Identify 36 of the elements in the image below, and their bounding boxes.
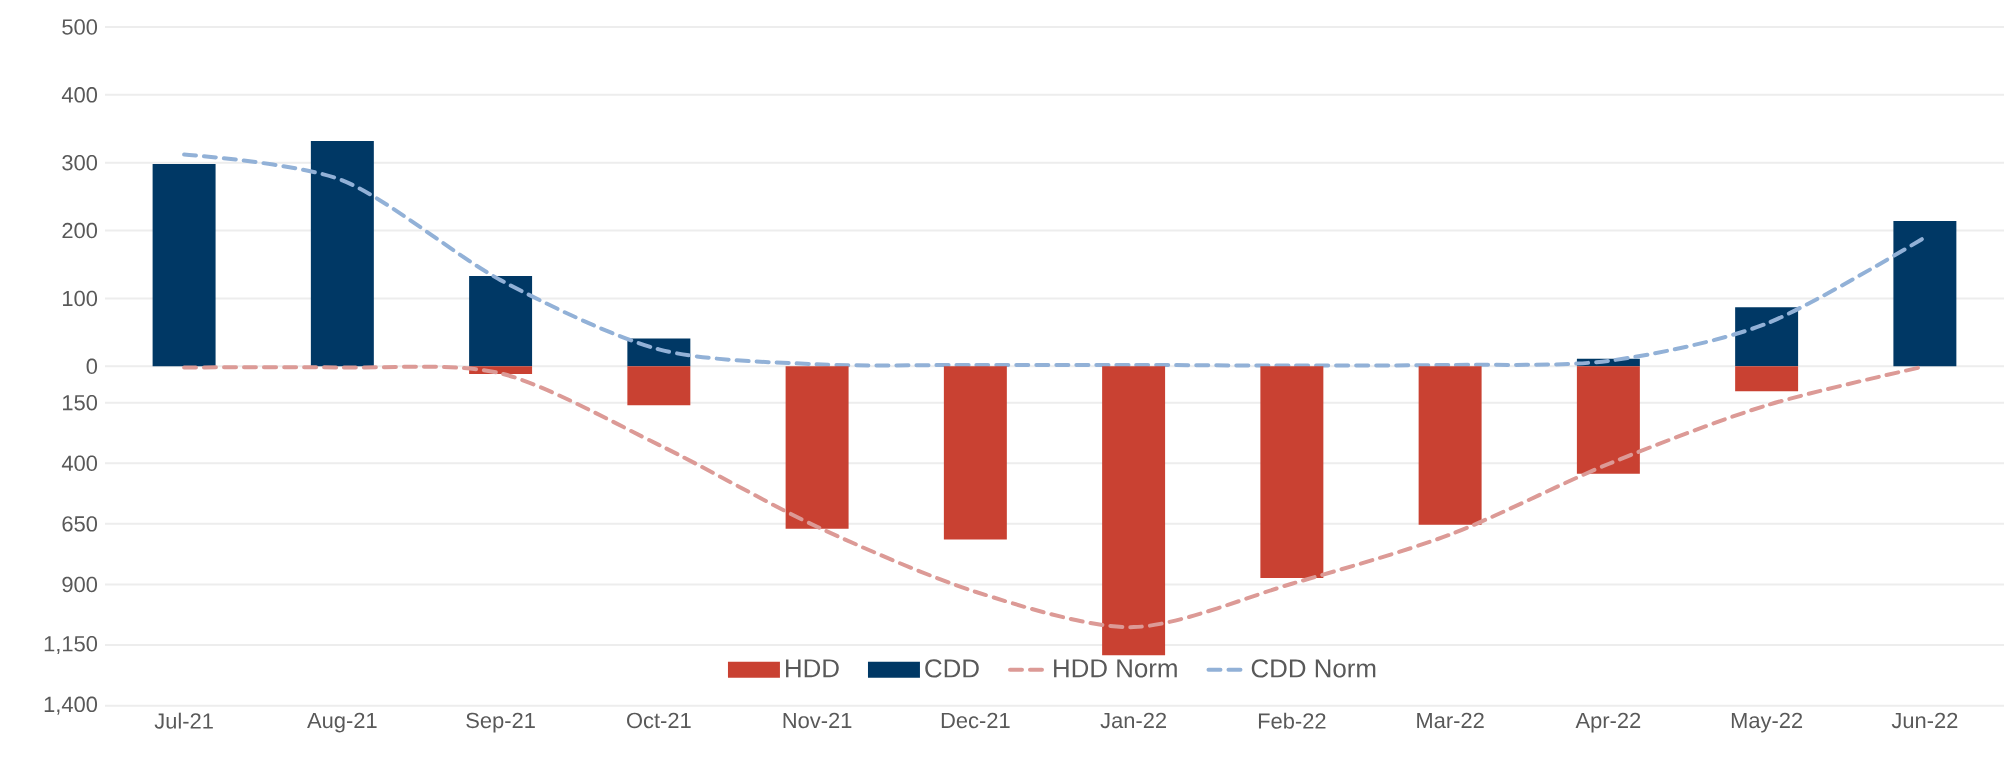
x-tick-label: Feb-22 (1258, 712, 1326, 729)
x-tick-label: Dec-21 (941, 712, 1010, 729)
bar (785, 366, 849, 529)
x-tick-label: Nov-21 (783, 712, 852, 729)
y2-tick-label: 150 (63, 395, 98, 411)
line-series (182, 152, 1927, 368)
bar (1102, 366, 1166, 656)
y-tick-label: 300 (62, 155, 98, 171)
y2-tick-label: 650 (62, 516, 98, 532)
legend-label: HDD Norm (1054, 659, 1177, 678)
bar (1893, 221, 1957, 367)
x-tick-label: Jun-22 (1891, 712, 1958, 729)
y2-tick-label: 900 (62, 576, 98, 593)
legend-label: CDD Norm (1251, 659, 1376, 678)
y2-tick-label: 1,150 (44, 636, 98, 655)
bar (1260, 366, 1324, 579)
x-tick-label: Oct-21 (627, 712, 691, 729)
y-tick-label: 500 (62, 19, 98, 35)
x-tick-label: Aug-21 (307, 712, 377, 733)
bar (152, 164, 216, 367)
legend-label: HDD (786, 659, 839, 678)
x-tick-label: Jan-22 (1100, 712, 1166, 729)
y-tick-label: 100 (63, 290, 98, 307)
x-tick-label: Sep-21 (466, 712, 535, 733)
x-tick-label: Apr-22 (1575, 712, 1641, 733)
y-tick-label: 0 (86, 358, 98, 375)
bar (1418, 366, 1482, 526)
x-tick-label: Jul-21 (154, 712, 213, 729)
y-tick-label: 400 (61, 87, 98, 103)
x-tick-label: Mar-22 (1417, 712, 1484, 729)
y2-tick-label: 1,400 (44, 696, 98, 715)
legend-label: CDD (925, 659, 979, 678)
bar (310, 141, 374, 367)
x-tick-label: May-22 (1731, 712, 1803, 733)
y-tick-label: 200 (62, 223, 98, 239)
bar (943, 366, 1007, 540)
